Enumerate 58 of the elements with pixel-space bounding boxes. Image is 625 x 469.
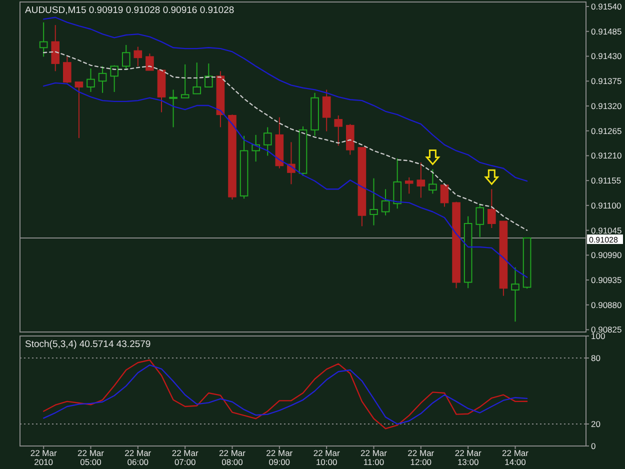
candlestick [86,68,95,92]
x-tick-label: 22 Mar 11:00 [360,448,388,467]
candlestick [180,64,190,98]
x-tick-label: 22 Mar 07:00 [172,448,198,467]
candlestick [476,203,484,238]
y-tick-label: 0.91320 [591,100,622,111]
y-tick-label: 0.91375 [591,76,622,86]
candlestick [322,89,331,132]
candlestick [440,184,449,208]
y-tick-label: 0.91265 [591,126,622,136]
y-tick-label: 80 [591,352,601,363]
x-tick-label: 22 Mar 08:00 [219,448,246,467]
candlestick [488,188,496,229]
x-tick-label: 22 Mar 13:00 [454,448,482,467]
y-tick-label: 0.91430 [591,51,622,62]
y-tick-label: 0.90990 [591,250,622,260]
y-tick-label: 0.91210 [591,150,622,161]
candlestick [122,44,130,70]
y-tick-label: 0.91100 [591,200,622,210]
ref-line-label: 0.91028 [589,235,618,244]
candlestick [334,114,343,146]
candlestick [134,46,142,67]
y-tick-label: 0.90880 [591,300,622,310]
x-tick-label: 22 Mar 09:00 [266,448,293,467]
candlestick [74,82,84,139]
x-tick-label: 22 Mar 2010 [30,448,57,467]
candlestick [511,266,520,322]
line-series [42,82,528,278]
x-tick-label: 22 Mar 05:00 [78,448,104,467]
candlestick [370,178,378,226]
candlestick [63,56,72,84]
candlestick [204,62,213,88]
candlestick [393,158,402,210]
y-tick-label: 20 [591,418,601,429]
x-tick-label: 22 Mar 06:00 [124,448,152,467]
candlestick [98,66,107,94]
y-tick-label: 0 [591,440,596,451]
chart-title: AUDUSD,M15 0.90919 0.91028 0.90916 0.91028 [25,5,234,16]
x-tick-label: 22 Mar 14:00 [502,448,529,467]
candlestick [416,162,426,198]
candlestick [192,62,202,94]
x-tick-label: 22 Mar 12:00 [408,448,434,467]
line-series [42,16,528,182]
x-tick-label: 22 Mar 10:00 [313,448,340,467]
candlestick [146,53,154,71]
candlestick [51,24,60,72]
y-tick-label: 0.91540 [591,1,622,12]
candlestick [428,168,437,194]
y-tick-label: 0.91485 [591,26,622,36]
y-tick-label: 0.91155 [591,176,622,186]
candlestick [381,188,390,216]
y-tick-label: 0.90935 [591,274,622,285]
candlestick [169,89,178,128]
candlestick [263,126,272,156]
chart-title: Stoch(5,3,4) 40.5714 43.2579 [25,339,151,350]
y-tick-label: 0.91045 [591,225,622,236]
candlestick [39,22,48,58]
candlestick [404,176,414,194]
